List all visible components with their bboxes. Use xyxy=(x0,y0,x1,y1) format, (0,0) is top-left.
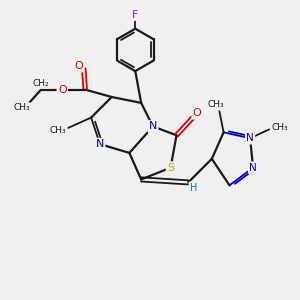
Text: F: F xyxy=(132,10,139,20)
Text: O: O xyxy=(58,85,67,94)
Text: O: O xyxy=(74,61,83,71)
Text: N: N xyxy=(96,139,104,149)
Text: CH₃: CH₃ xyxy=(50,126,66,135)
Text: N: N xyxy=(246,133,254,143)
Text: CH₂: CH₂ xyxy=(33,79,50,88)
Text: H: H xyxy=(190,183,197,193)
Text: CH₃: CH₃ xyxy=(208,100,225,109)
Text: CH₃: CH₃ xyxy=(13,103,30,112)
Text: CH₃: CH₃ xyxy=(271,123,288,132)
Text: S: S xyxy=(167,163,174,173)
Text: O: O xyxy=(193,108,202,118)
Text: N: N xyxy=(149,122,157,131)
Text: N: N xyxy=(249,163,257,173)
